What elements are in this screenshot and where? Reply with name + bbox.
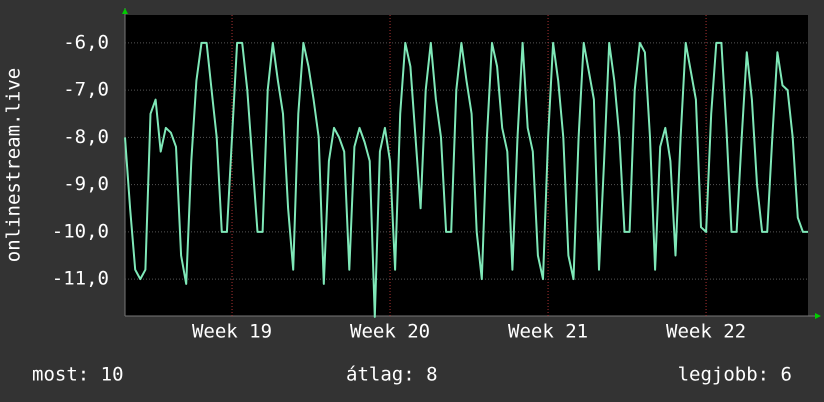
x-tick-label: Week 22 [666, 321, 746, 343]
y-tick-label: -6,0 [63, 31, 109, 53]
y-tick-label: -8,0 [63, 126, 109, 148]
y-arrow [122, 8, 128, 14]
footer-average: átlag: 8 [346, 364, 438, 386]
y-tick-label: -9,0 [63, 173, 109, 195]
y-tick-label: -7,0 [63, 79, 109, 101]
footer-max: legjobb: 6 [678, 364, 792, 386]
x-tick-label: Week 19 [192, 321, 272, 343]
y-tick-label: -11,0 [52, 268, 109, 290]
x-tick-label: Week 20 [350, 321, 430, 343]
x-arrow [815, 313, 821, 319]
series-line [124, 41, 808, 318]
y-tick-label: -10,0 [52, 220, 109, 242]
plot-area [125, 15, 808, 316]
footer-current: most: 10 [32, 364, 124, 386]
x-tick-label: Week 21 [508, 321, 588, 343]
y-axis-label: onlinestream.live [3, 68, 25, 262]
